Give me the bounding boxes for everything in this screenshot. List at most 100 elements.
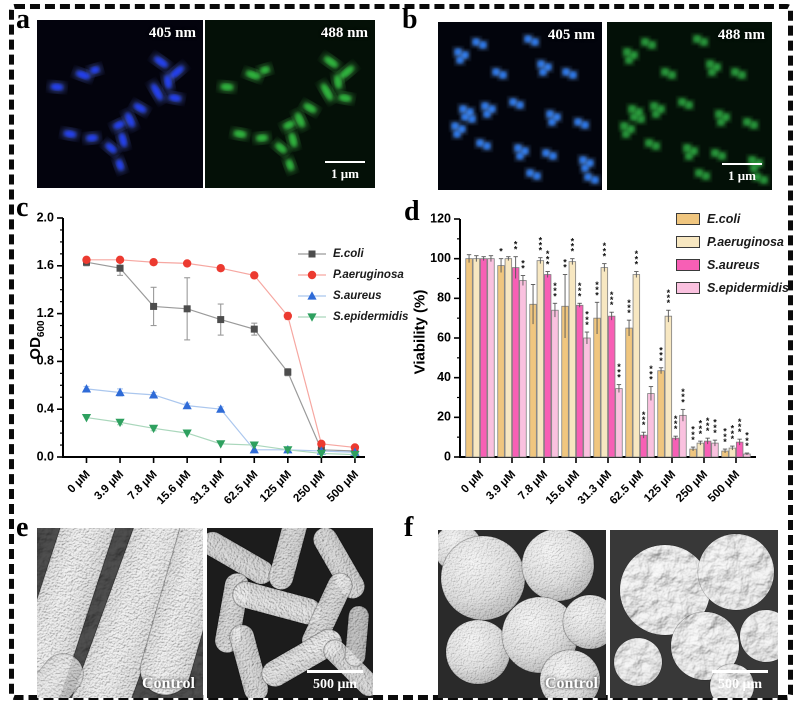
svg-text:*: * (578, 286, 582, 296)
series-P.aeruginosa (82, 255, 360, 452)
sem-image-e-treated: 500 μm (207, 528, 373, 698)
legend-marker (298, 270, 326, 279)
sem-image-f-control: Control (438, 530, 606, 698)
svg-text:*: * (642, 410, 646, 420)
legend-item: P.aeruginosa (676, 230, 789, 253)
svg-text:*: * (738, 427, 742, 437)
svg-text:*: * (723, 427, 727, 437)
svg-text:*: * (610, 290, 614, 300)
legend-swatch (676, 212, 700, 225)
fluorescence-image-b-405nm: 405 nm (438, 22, 602, 190)
svg-text:1.6: 1.6 (37, 258, 54, 272)
control-label: Control (544, 675, 598, 692)
svg-text:*: * (635, 260, 639, 270)
legend-label: P.aeruginosa (707, 234, 784, 249)
legend-line-chart: E.coli P.aeruginosa S.aureus S.epidermid… (296, 243, 408, 327)
svg-text:*: * (595, 290, 599, 300)
svg-text:100: 100 (430, 251, 451, 265)
svg-text:31.3 μM: 31.3 μM (189, 469, 227, 507)
svg-text:*: * (627, 298, 631, 308)
svg-text:*: * (745, 441, 749, 451)
svg-text:*: * (731, 429, 735, 439)
svg-text:*: * (546, 249, 550, 259)
svg-text:*: * (699, 424, 703, 434)
svg-text:80: 80 (437, 291, 451, 305)
svg-text:2.0: 2.0 (37, 210, 54, 224)
svg-text:*: * (603, 241, 607, 251)
svg-text:*: * (514, 245, 518, 255)
svg-text:*: * (699, 429, 703, 439)
svg-text:*: * (649, 369, 653, 379)
legend-label: E.coli (707, 211, 741, 226)
legend-item: S.aureus (676, 253, 789, 276)
series-S.epidermidis (81, 413, 360, 460)
scalebar-label: 1 μm (728, 168, 756, 183)
legend-item: S.epidermidis (676, 276, 789, 299)
svg-text:250 μM: 250 μM (291, 469, 327, 505)
svg-text:*: * (706, 426, 710, 436)
micrograph-canvas (37, 20, 203, 188)
svg-text:500 μM: 500 μM (325, 469, 361, 505)
y-axis-label-d: Viability (%) (412, 290, 429, 375)
legend-swatch (676, 281, 700, 294)
legend-swatch (676, 258, 700, 271)
svg-text:*: * (571, 236, 575, 246)
svg-text:500 μM: 500 μM (706, 469, 742, 505)
svg-text:*: * (713, 428, 717, 438)
panel-letter-a: a (16, 4, 30, 35)
wavelength-label: 405 nm (148, 25, 196, 41)
svg-text:*: * (691, 425, 695, 435)
control-label: Control (141, 675, 195, 692)
svg-text:*: * (691, 435, 695, 445)
legend-item: E.coli (296, 243, 408, 264)
scalebar-label: 500 μm (717, 677, 763, 692)
micrograph-canvas (607, 22, 772, 190)
svg-text:3.9 μM: 3.9 μM (484, 469, 518, 503)
svg-text:*: * (595, 280, 599, 290)
scalebar-line (307, 670, 363, 673)
legend-marker (298, 312, 326, 322)
svg-text:*: * (659, 356, 663, 366)
svg-text:*: * (649, 364, 653, 374)
svg-text:0.0: 0.0 (37, 449, 54, 463)
svg-text:*: * (713, 423, 717, 433)
legend-item: S.aureus (296, 285, 408, 306)
svg-text:125 μM: 125 μM (258, 469, 294, 505)
svg-text:*: * (578, 291, 582, 301)
micrograph-canvas (207, 528, 373, 698)
svg-text:120: 120 (430, 211, 451, 225)
legend-bar-chart: E.coli P.aeruginosa S.aureus S.epidermid… (676, 207, 789, 299)
svg-text:*: * (563, 257, 567, 267)
scalebar: 1 μm (325, 160, 365, 184)
svg-text:*: * (667, 293, 671, 303)
scalebar-label: 500 μm (312, 677, 358, 692)
micrograph-canvas (610, 530, 778, 698)
svg-text:*: * (539, 246, 543, 256)
svg-text:*: * (603, 252, 607, 262)
legend-item: S.epidermidis (296, 306, 408, 327)
svg-text:*: * (731, 424, 735, 434)
svg-text:*: * (571, 247, 575, 257)
scalebar-line (712, 670, 768, 673)
svg-text:*: * (563, 263, 567, 273)
svg-text:*: * (738, 417, 742, 427)
svg-text:*: * (578, 281, 582, 291)
svg-text:15.6 μM: 15.6 μM (155, 469, 193, 507)
svg-text:*: * (674, 419, 678, 429)
legend-label: P.aeruginosa (333, 268, 404, 281)
scalebar: 500 μm (307, 670, 363, 693)
ylabel-text: Viability (%) (411, 289, 429, 375)
wavelength-label: 488 nm (717, 27, 765, 43)
svg-text:*: * (642, 420, 646, 430)
svg-text:*: * (723, 432, 727, 442)
svg-text:*: * (649, 375, 653, 385)
svg-text:*: * (659, 345, 663, 355)
micrograph-canvas (205, 20, 375, 188)
svg-text:20: 20 (437, 410, 451, 424)
svg-text:62.5 μM: 62.5 μM (222, 469, 260, 507)
fluorescence-image-a-488nm: 488 nm 1 μm (205, 20, 375, 188)
panel-letter-b: b (402, 4, 418, 35)
